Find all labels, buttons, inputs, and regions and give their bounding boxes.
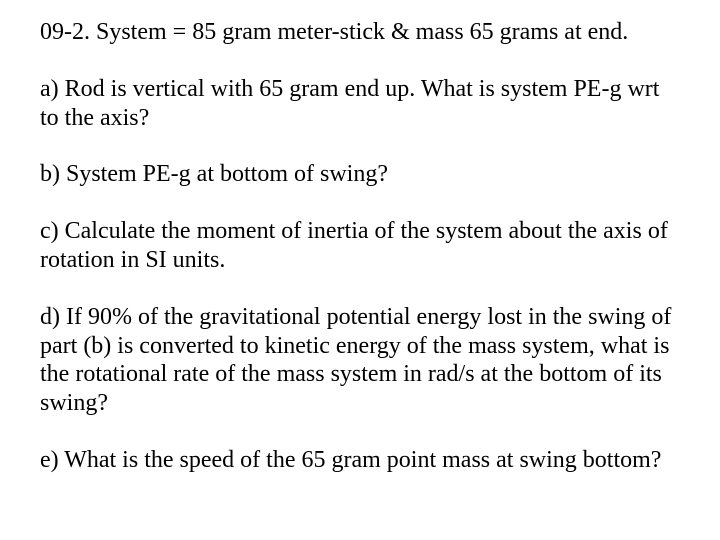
part-a: a) Rod is vertical with 65 gram end up. … <box>40 75 680 133</box>
part-d: d) If 90% of the gravitational potential… <box>40 303 680 418</box>
part-c: c) Calculate the moment of inertia of th… <box>40 217 680 275</box>
problem-header: 09-2. System = 85 gram meter-stick & mas… <box>40 18 680 47</box>
problem-page: 09-2. System = 85 gram meter-stick & mas… <box>0 0 720 540</box>
part-b: b) System PE-g at bottom of swing? <box>40 160 680 189</box>
part-e: e) What is the speed of the 65 gram poin… <box>40 446 680 475</box>
